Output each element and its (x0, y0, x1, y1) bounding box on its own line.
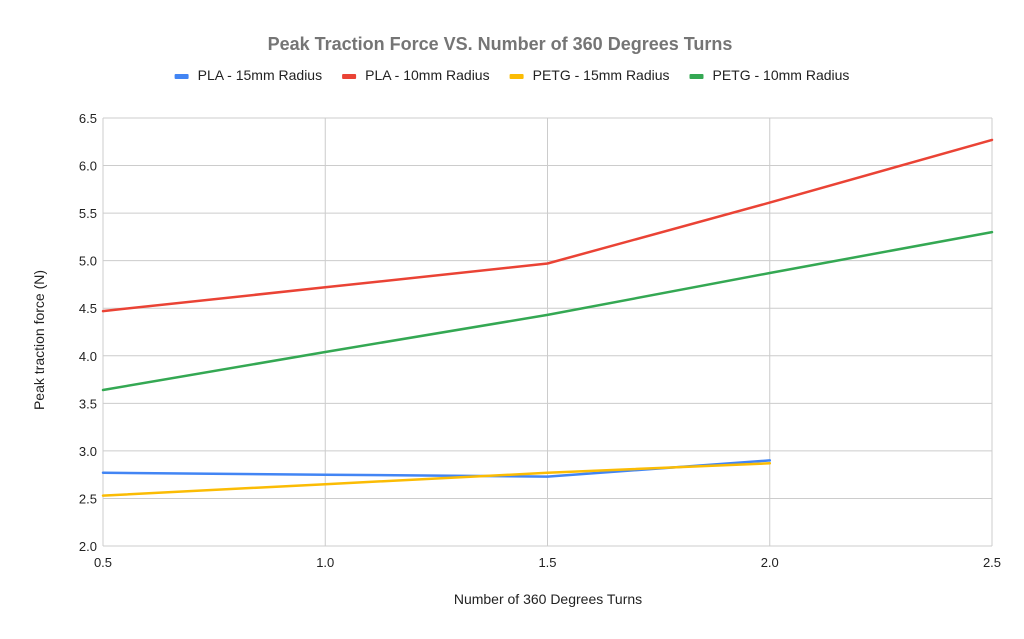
y-tick-label: 2.0 (79, 539, 97, 554)
y-tick-label: 3.0 (79, 444, 97, 459)
legend-label: PETG - 15mm Radius (533, 67, 670, 83)
legend-label: PLA - 10mm Radius (365, 67, 490, 83)
x-tick-label: 1.0 (316, 555, 334, 570)
legend-swatch (689, 74, 704, 79)
legend-swatch (509, 74, 524, 79)
y-tick-label: 4.0 (79, 349, 97, 364)
legend-item: PETG - 10mm Radius (689, 67, 850, 83)
y-tick-label: 2.5 (79, 491, 97, 506)
legend: PLA - 15mm Radius PLA - 10mm Radius PETG -… (174, 67, 850, 83)
grid (102, 117, 993, 547)
legend-item: PETG - 15mm Radius (509, 67, 670, 83)
y-tick-label: 4.5 (79, 301, 97, 316)
y-tick-label: 6.5 (79, 111, 97, 126)
tick-labels: 2.0 2.5 3.0 3.5 4.0 4.5 5.0 5.5 6.0 6.5 0.5 1.0 1.5 2… (79, 111, 1001, 570)
series-line-4 (101, 230, 994, 392)
x-tick-label: 2.5 (983, 555, 1001, 570)
y-tick-label: 5.0 (79, 254, 97, 269)
series-line-3 (101, 462, 772, 497)
legend-label: PETG - 10mm Radius (713, 67, 850, 83)
x-tick-label: 2.0 (761, 555, 779, 570)
legend-item: PLA - 10mm Radius (342, 67, 490, 83)
series-lines (101, 138, 994, 497)
y-tick-label: 6.0 (79, 159, 97, 174)
legend-label: PLA - 15mm Radius (198, 67, 323, 83)
y-tick-label: 3.5 (79, 396, 97, 411)
series-line-2 (101, 138, 994, 313)
x-tick-label: 0.5 (94, 555, 112, 570)
legend-item: PLA - 15mm Radius (174, 67, 323, 83)
x-tick-label: 1.5 (538, 555, 556, 570)
legend-swatch (342, 74, 357, 79)
chart-title: Peak Traction Force VS. Number of 360 De… (268, 34, 733, 54)
y-axis-label: Peak traction force (N) (31, 270, 47, 410)
legend-swatch (174, 74, 189, 79)
x-axis-label: Number of 360 Degrees Turns (454, 591, 642, 607)
y-tick-label: 5.5 (79, 206, 97, 221)
